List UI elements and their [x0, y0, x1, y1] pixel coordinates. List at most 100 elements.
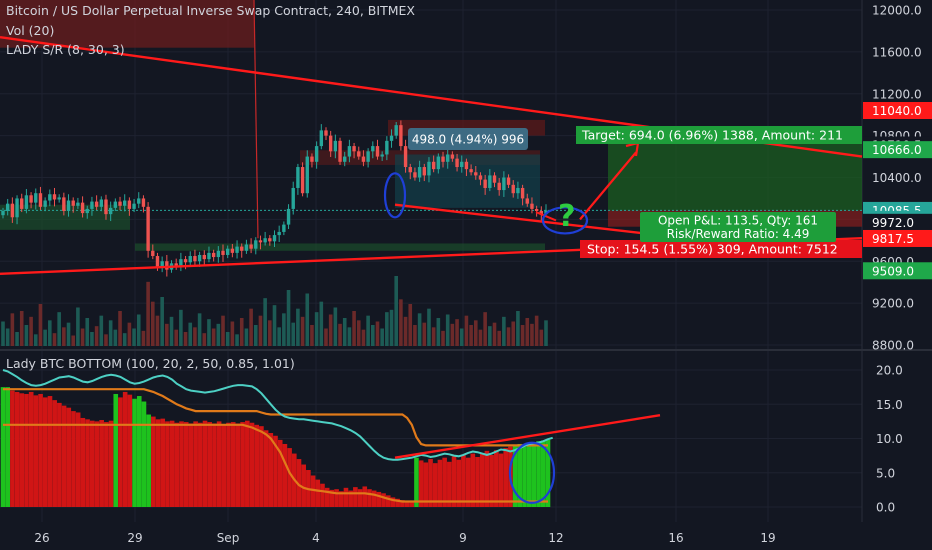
candle [57, 194, 61, 203]
indicator-bar [320, 483, 325, 507]
candle-body [282, 224, 286, 232]
indicator-bar [451, 456, 457, 507]
indicator-bar [118, 397, 123, 507]
candle [403, 139, 408, 173]
candle-body [179, 259, 183, 266]
volume-bars [1, 276, 548, 346]
volume-bar [352, 311, 356, 346]
volume-bar [113, 329, 118, 346]
candle [20, 193, 24, 213]
candle [492, 172, 497, 188]
candle-body [310, 156, 314, 162]
volume-bar [136, 314, 141, 346]
candle-body [286, 208, 291, 225]
candlesticks[interactable] [1, 120, 548, 277]
candle-body [305, 156, 309, 194]
candle-body [71, 200, 75, 206]
candle [151, 244, 155, 260]
indicator-bar [536, 441, 541, 507]
candle [211, 249, 216, 262]
candle [343, 151, 347, 167]
candle [305, 150, 309, 198]
indicator-tick-label: 0.0 [876, 501, 895, 515]
candle-body [94, 201, 99, 207]
indicator-tick-label: 15.0 [876, 398, 903, 412]
candle [413, 167, 417, 181]
candle [296, 163, 300, 195]
indicator-bar [465, 457, 471, 507]
pnl-label-box [640, 212, 836, 242]
candle-body [417, 167, 422, 178]
volume-bar [15, 332, 19, 346]
indicator-bar [277, 439, 283, 507]
volume-bar [441, 330, 445, 346]
small-arrow [535, 211, 557, 222]
candle [314, 141, 319, 169]
candle-body [108, 207, 113, 215]
candle-body [188, 256, 192, 263]
candle [502, 171, 506, 197]
volume-bar [347, 327, 352, 346]
indicator-bar [282, 443, 288, 507]
candle-body [146, 206, 150, 251]
price-tick-label: 11600.0 [872, 45, 922, 59]
candle [254, 237, 258, 255]
volume-bar [94, 326, 99, 346]
candle-body [52, 194, 57, 200]
candle-body [371, 146, 375, 152]
candle-body [375, 146, 380, 157]
volume-bar [188, 322, 193, 346]
indicator-bar [263, 430, 269, 507]
candle-body [193, 256, 197, 262]
candle [389, 129, 394, 148]
indicator-bar [390, 497, 396, 507]
volume-bar [62, 327, 66, 346]
candle-body [85, 208, 89, 214]
indicator-bar [212, 423, 217, 507]
candle-body [123, 200, 127, 206]
candle [221, 244, 225, 262]
indicator-bar [479, 452, 485, 507]
indicator-bar [249, 422, 255, 507]
volume-bar [361, 329, 366, 346]
volume-bar [48, 320, 52, 346]
candle [310, 153, 314, 168]
candle [43, 197, 47, 212]
candle-body [455, 158, 459, 168]
price-axis-label-box [863, 229, 932, 247]
candle [179, 252, 183, 272]
candle [29, 192, 33, 209]
candle [506, 174, 511, 188]
candle [99, 196, 104, 212]
falling-wedge-line [394, 203, 669, 238]
candle [240, 243, 244, 258]
candle [408, 163, 412, 180]
indicator-bar [207, 422, 213, 507]
candle-body [483, 179, 487, 188]
orange-lower-line [3, 423, 548, 503]
candle [34, 188, 38, 210]
price-axis-label: 9817.5 [872, 232, 914, 246]
indicator-bar [287, 448, 292, 507]
candle [94, 195, 99, 210]
volume-bar [445, 314, 450, 346]
indicator-bar [395, 498, 400, 507]
indicator-bar [432, 463, 438, 507]
candle [525, 193, 529, 207]
indicator-bar [362, 486, 368, 507]
volume-bar [211, 328, 216, 346]
volume-bar [319, 301, 324, 346]
indicator-bar [28, 391, 34, 507]
candle [132, 198, 136, 213]
candle [62, 192, 66, 216]
resistance-drop-line [253, 0, 259, 239]
drawings[interactable]: ? 498.0 (4.94%) 996 Target: 694.0 (6.96%) … [0, 36, 863, 504]
volume-bar [310, 325, 314, 346]
candle [90, 196, 94, 216]
price-tick-label: 11200.0 [872, 87, 922, 101]
indicator-bar [132, 398, 137, 507]
indicator-bar [484, 450, 490, 507]
indicator-bar [179, 421, 184, 507]
volume-bar [43, 329, 47, 346]
